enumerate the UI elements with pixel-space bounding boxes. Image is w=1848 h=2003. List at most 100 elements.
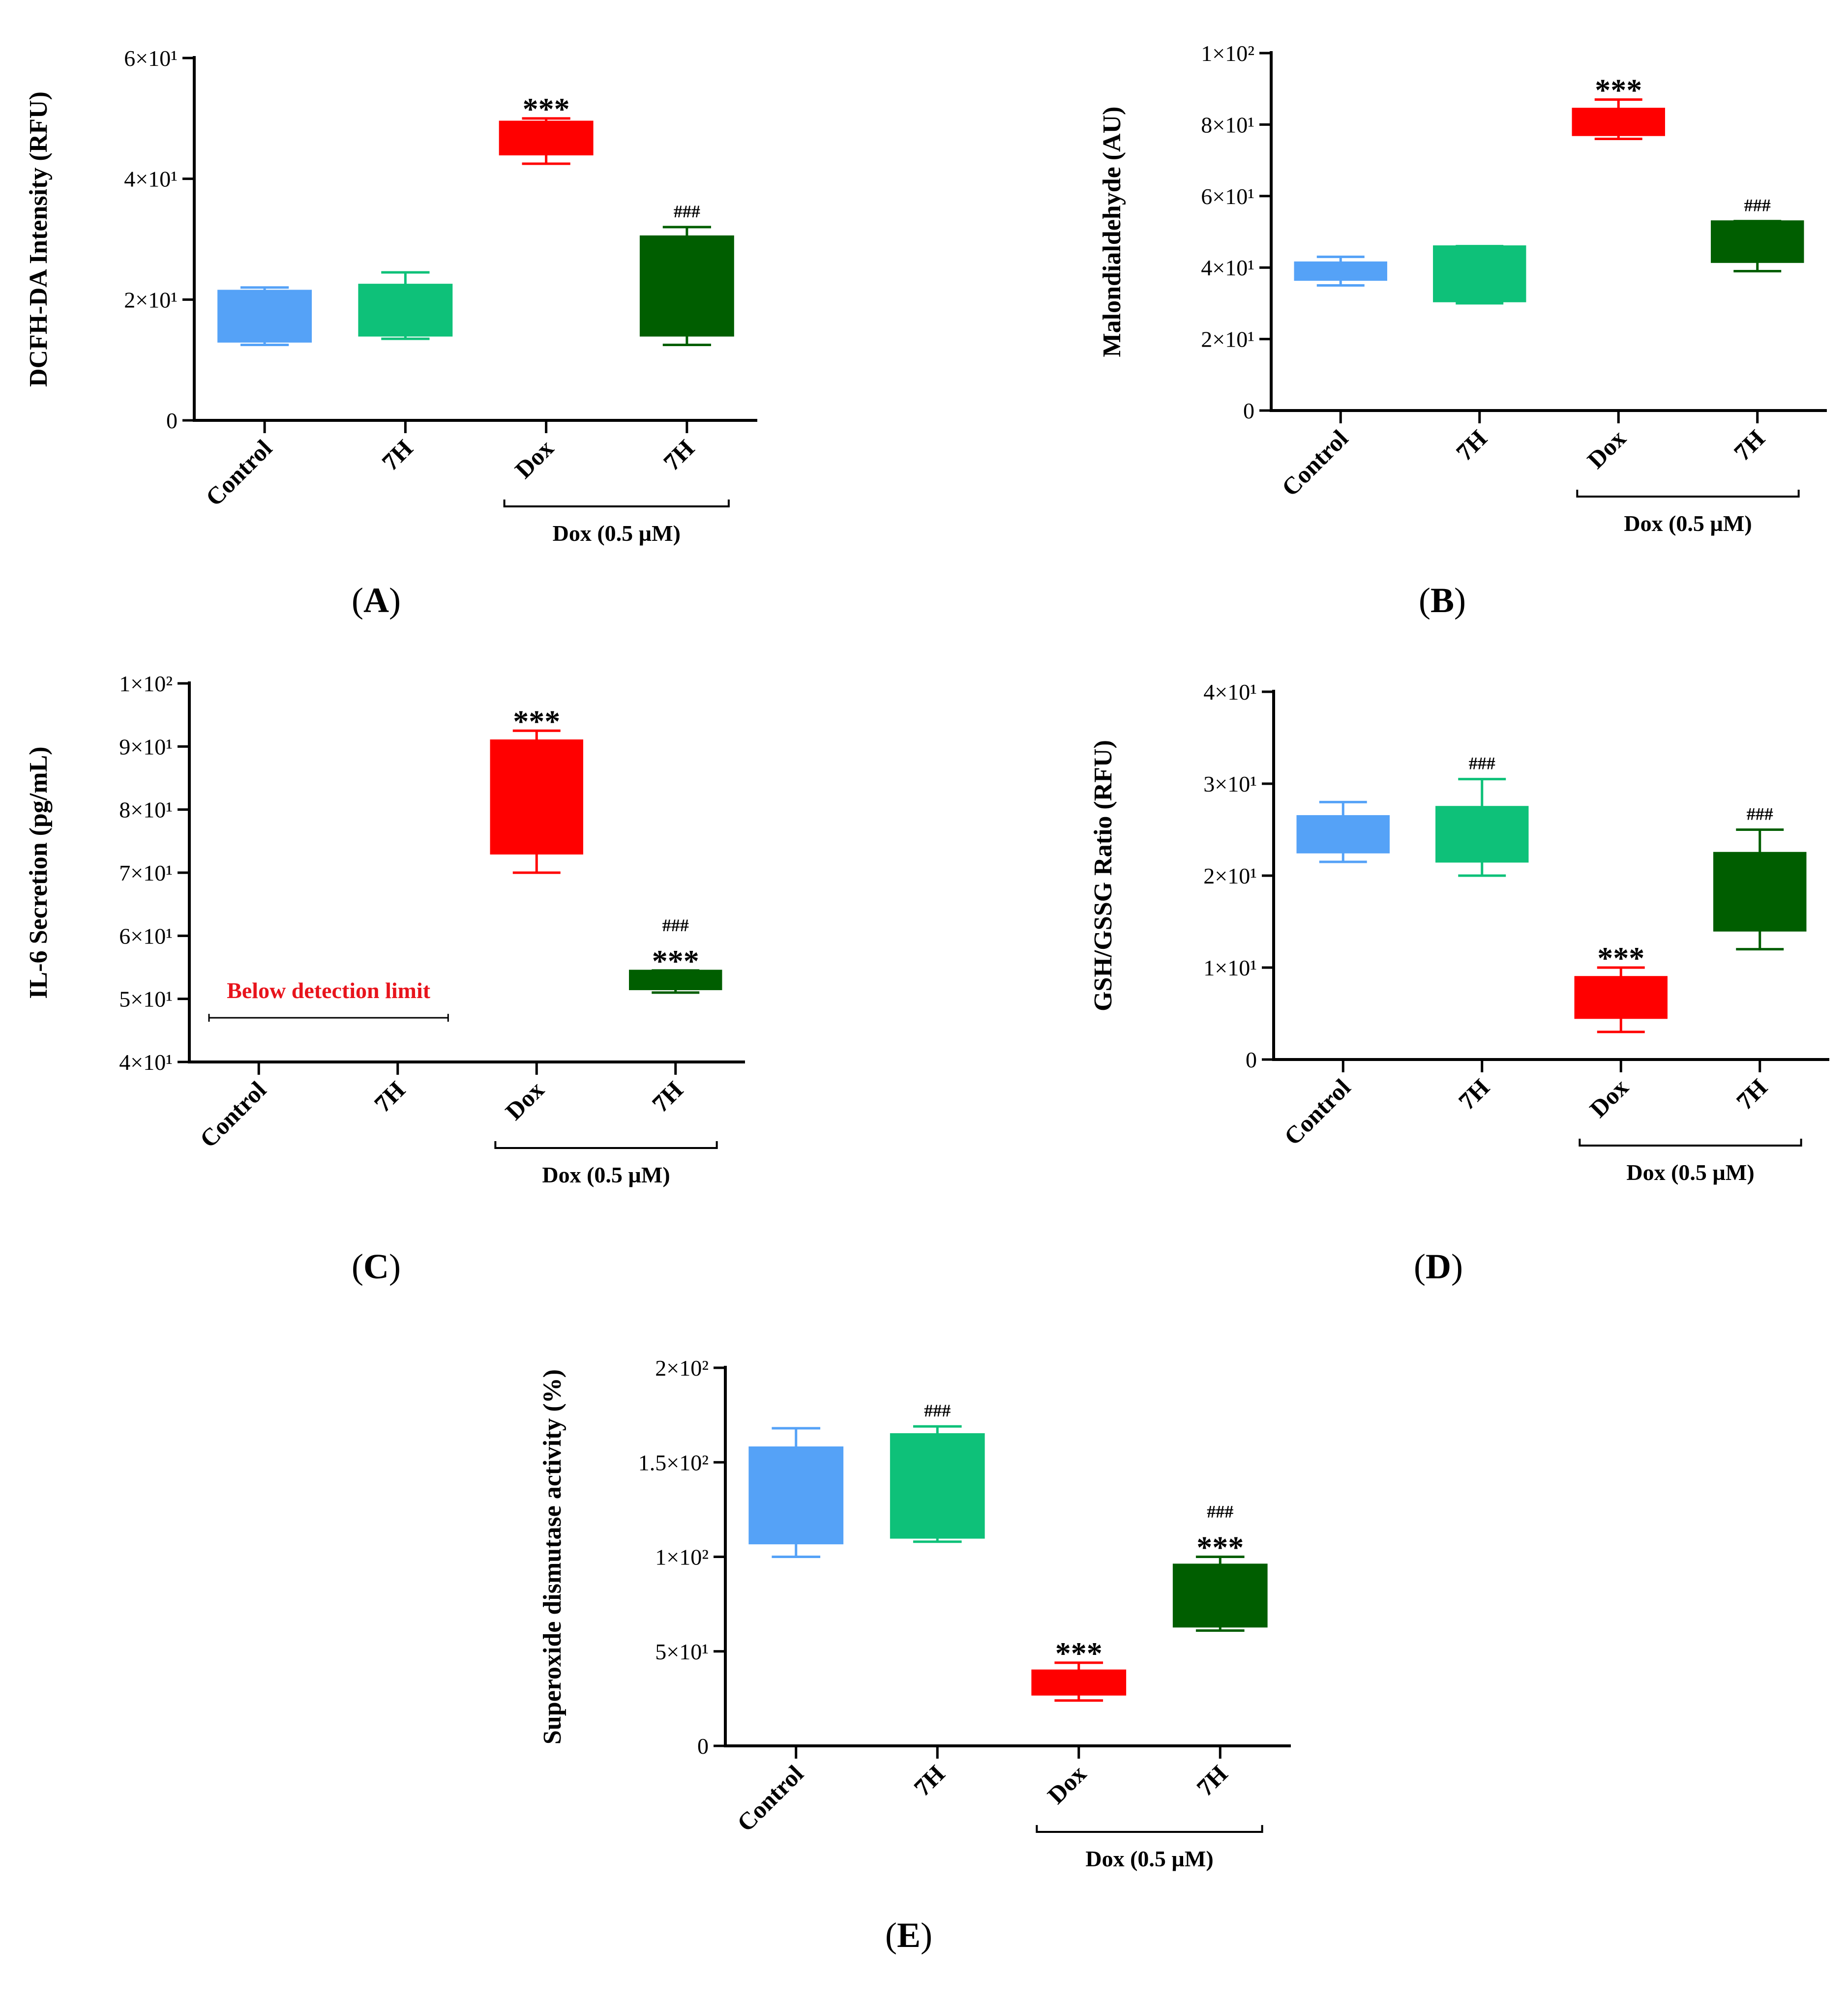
y-tick-label: 4×10¹ bbox=[1201, 255, 1254, 280]
box bbox=[358, 284, 453, 337]
treatment-bracket bbox=[494, 1141, 718, 1149]
significance-stars: *** bbox=[652, 943, 699, 978]
box bbox=[629, 970, 722, 990]
x-tick-label: Control bbox=[200, 434, 277, 511]
treatment-bracket-label: Dox (0.5 µM) bbox=[553, 521, 681, 546]
x-tick-label: Dox bbox=[509, 434, 559, 483]
y-tick-label: 6×10¹ bbox=[124, 46, 178, 71]
below-detection-bracket bbox=[208, 1014, 449, 1022]
significance-stars: *** bbox=[1196, 1530, 1244, 1565]
y-tick-label: 0 bbox=[1243, 398, 1254, 423]
box-plot-e-2: *** bbox=[1031, 1636, 1127, 1702]
y-tick-label: 8×10¹ bbox=[119, 797, 173, 823]
y-tick-label: 1×10² bbox=[119, 671, 173, 696]
box-plot-d-0 bbox=[1296, 800, 1390, 863]
box-plot-a-2: *** bbox=[499, 91, 594, 165]
y-tick-label: 4×10¹ bbox=[119, 1050, 173, 1075]
box bbox=[639, 235, 734, 337]
x-tick-label: 7H bbox=[1453, 1073, 1495, 1115]
y-tick-label: 0 bbox=[697, 1734, 709, 1759]
box-plot-d-3: ### bbox=[1713, 804, 1807, 951]
significance-hashes: ### bbox=[662, 915, 689, 935]
panel-label-b: (B) bbox=[1419, 581, 1466, 620]
y-axis-label: Superoxide dismutase activity (%) bbox=[538, 1369, 566, 1744]
chart-panel-c: 4×10¹ 5×10¹ 6×10¹ 7×10¹ 8×10¹ 9×10¹ 1×10² IL-6 … bbox=[25, 671, 745, 1187]
y-tick-label: 5×10¹ bbox=[119, 987, 173, 1012]
box-plot-b-3: ### bbox=[1711, 196, 1804, 272]
box bbox=[1572, 108, 1665, 136]
treatment-bracket-label: Dox (0.5 µM) bbox=[1626, 1160, 1754, 1185]
below-detection-label: Below detection limit bbox=[227, 978, 431, 1003]
y-tick-label: 9×10¹ bbox=[119, 734, 173, 759]
y-tick-label: 2×10¹ bbox=[124, 287, 178, 312]
x-tick-label: 7H bbox=[658, 434, 700, 476]
box-plot-e-0 bbox=[748, 1427, 844, 1558]
significance-stars: *** bbox=[523, 91, 570, 126]
x-tick-label: 7H bbox=[1729, 424, 1770, 466]
y-tick-label: 8×10¹ bbox=[1201, 112, 1254, 137]
box-plot-b-1 bbox=[1433, 245, 1526, 305]
significance-hashes: ### bbox=[1469, 754, 1495, 773]
significance-stars: *** bbox=[513, 704, 560, 738]
y-tick-label: 1×10¹ bbox=[1203, 955, 1257, 980]
x-tick-label: Dox bbox=[1582, 424, 1631, 473]
box bbox=[890, 1433, 985, 1539]
y-tick-label: 1×10² bbox=[655, 1545, 709, 1570]
treatment-bracket-label: Dox (0.5 µM) bbox=[1624, 511, 1752, 536]
y-tick-label: 4×10¹ bbox=[124, 167, 178, 192]
box bbox=[1172, 1563, 1268, 1628]
chart-panel-d: 0 1×10¹ 2×10¹ 3×10¹ 4×10¹ GSH/GSSG Ratio (RFU… bbox=[1089, 679, 1829, 1185]
y-tick-label: 6×10¹ bbox=[119, 923, 173, 948]
y-tick-label: 0 bbox=[1246, 1047, 1257, 1072]
box-plot-e-1: ### bbox=[890, 1401, 985, 1543]
box-plot-b-0 bbox=[1294, 255, 1387, 287]
x-tick-label: Dox bbox=[1042, 1760, 1091, 1809]
x-tick-label: 7H bbox=[647, 1076, 688, 1118]
y-axis-label: IL-6 Secretion (pg/mL) bbox=[25, 746, 53, 999]
x-tick-label: 7H bbox=[1191, 1760, 1233, 1801]
box bbox=[1574, 976, 1668, 1019]
x-tick-label: 7H bbox=[376, 434, 418, 476]
significance-stars: *** bbox=[1597, 941, 1644, 975]
box bbox=[1713, 852, 1807, 932]
x-tick-label: Control bbox=[194, 1076, 271, 1153]
y-tick-label: 2×10¹ bbox=[1203, 863, 1257, 888]
box bbox=[1031, 1669, 1127, 1696]
y-tick-label: 3×10¹ bbox=[1203, 771, 1257, 796]
box-plot-b-2: *** bbox=[1572, 73, 1665, 140]
x-tick-label: 7H bbox=[1731, 1073, 1773, 1115]
chart-panel-a: 0 2×10¹ 4×10¹ 6×10¹ DCFH-DA Intensity (RFU) C… bbox=[25, 46, 757, 546]
y-tick-label: 4×10¹ bbox=[1203, 679, 1257, 705]
box bbox=[1435, 806, 1529, 863]
significance-hashes: ### bbox=[1207, 1502, 1233, 1522]
y-axis-label: DCFH-DA Intensity (RFU) bbox=[25, 91, 53, 387]
significance-hashes: ### bbox=[674, 202, 700, 221]
treatment-bracket bbox=[1036, 1825, 1263, 1833]
y-tick-label: 5×10¹ bbox=[655, 1639, 709, 1664]
treatment-bracket bbox=[1576, 490, 1800, 498]
y-tick-label: 1.5×10² bbox=[638, 1450, 709, 1475]
x-tick-label: Dox bbox=[1584, 1073, 1634, 1122]
x-tick-label: Control bbox=[1279, 1073, 1356, 1150]
x-tick-label: Control bbox=[1276, 424, 1353, 501]
box bbox=[1433, 245, 1526, 302]
significance-stars: *** bbox=[1055, 1636, 1103, 1671]
x-tick-label: Dox bbox=[500, 1076, 549, 1125]
panel-label-c: (C) bbox=[352, 1247, 401, 1286]
y-axis-label: GSH/GSSG Ratio (RFU) bbox=[1089, 740, 1117, 1011]
treatment-bracket bbox=[1579, 1139, 1802, 1147]
x-tick-label: 7H bbox=[1451, 424, 1492, 466]
significance-hashes: ### bbox=[924, 1401, 951, 1420]
y-tick-label: 0 bbox=[166, 408, 178, 433]
y-tick-label: 2×10² bbox=[655, 1355, 709, 1381]
box-plot-c-3: *** ### bbox=[629, 915, 722, 994]
treatment-bracket-label: Dox (0.5 µM) bbox=[542, 1162, 670, 1187]
significance-stars: *** bbox=[1595, 73, 1642, 108]
y-tick-label: 6×10¹ bbox=[1201, 184, 1254, 209]
box-plot-d-2: *** bbox=[1574, 941, 1668, 1033]
box bbox=[217, 290, 312, 343]
box-plot-c-2: *** bbox=[490, 704, 583, 874]
box-plot-a-3: ### bbox=[639, 202, 734, 346]
box bbox=[1296, 815, 1390, 854]
box bbox=[490, 739, 583, 854]
